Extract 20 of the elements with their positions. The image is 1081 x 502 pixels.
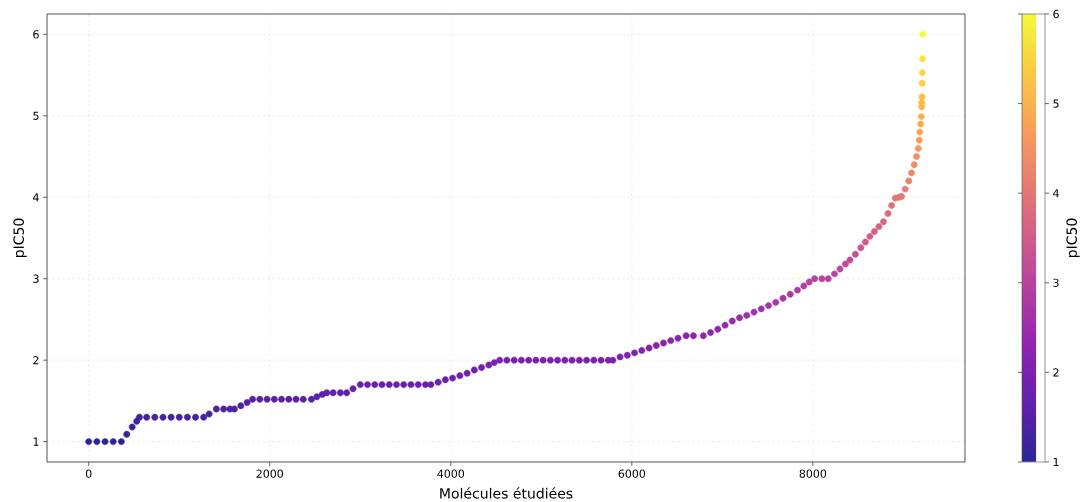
y-tick-label: 2 [33,356,39,365]
x-tick-label: 8000 [799,469,827,478]
x-axis-title: Molécules étudiées [440,487,573,499]
y-tick-label: 6 [33,30,39,39]
color-bar-title: pIC50 [1066,218,1080,258]
y-tick-label: 1 [33,437,39,446]
color-bar-label: 6 [1053,9,1059,19]
y-axis-title: pIC50 [13,218,27,258]
y-tick-label: 3 [33,274,39,283]
x-tick-label: 6000 [618,469,646,478]
y-tick-label: 4 [33,193,39,202]
y-tick-label: 5 [33,111,39,120]
color-bar-label: 2 [1053,368,1059,377]
color-bar-label: 5 [1053,99,1059,108]
color-bar-label: 1 [1053,457,1059,466]
x-tick-label: 2000 [256,469,284,478]
color-bar-label: 3 [1053,278,1059,287]
x-tick-label: 4000 [437,469,465,478]
x-tick-label: 0 [85,469,92,478]
color-bar-label: 4 [1053,189,1059,198]
